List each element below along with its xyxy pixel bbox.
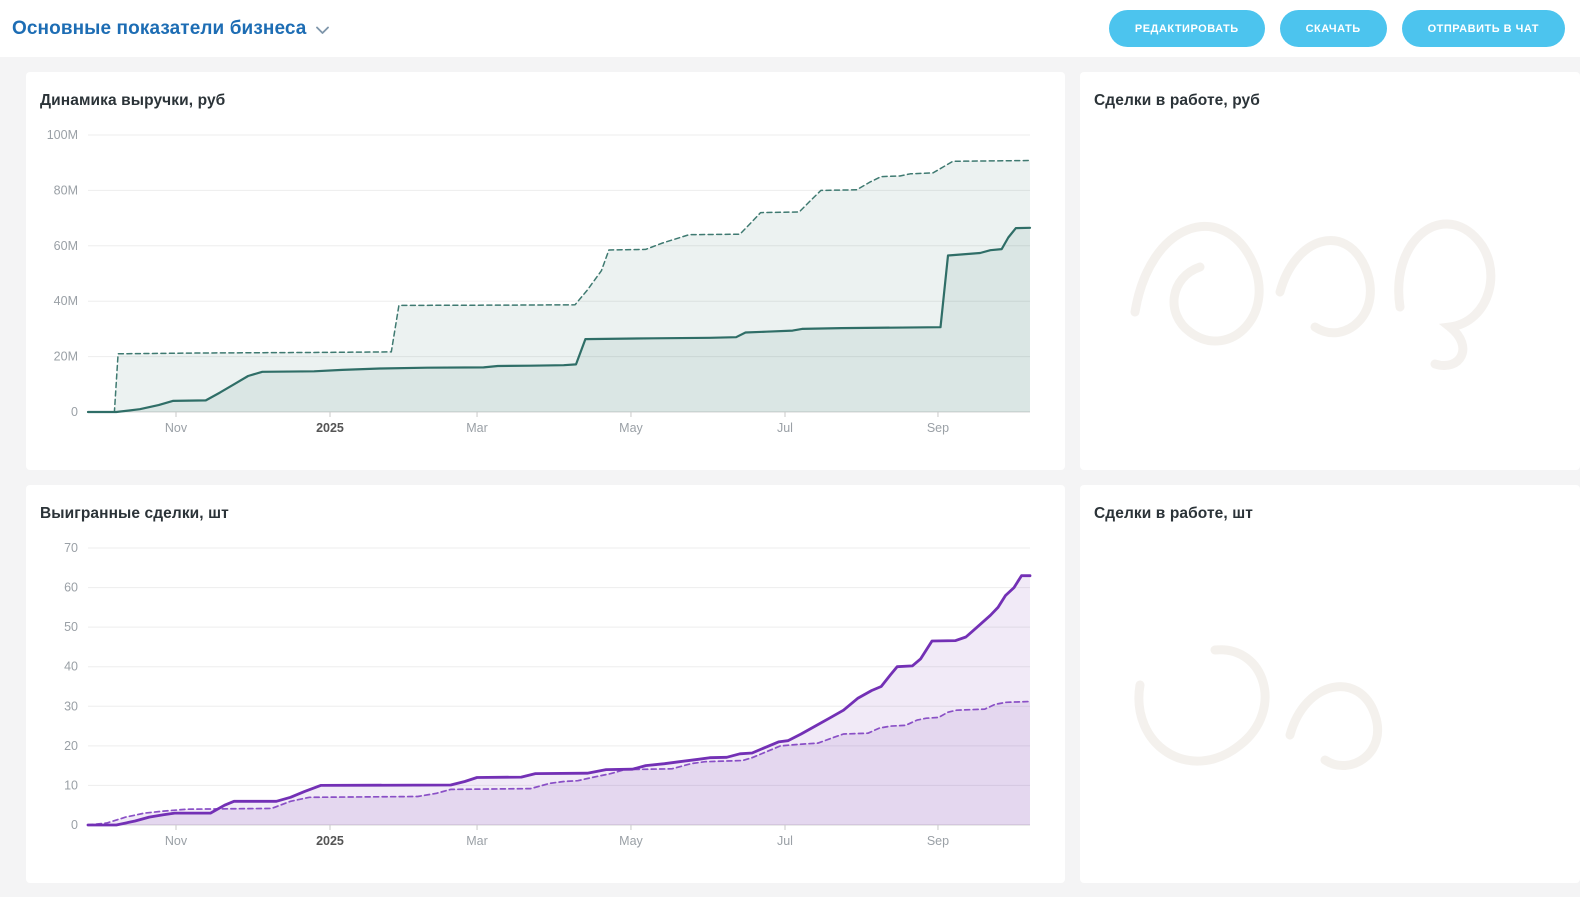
- svg-text:20M: 20M: [54, 350, 78, 364]
- panel-revenue-dynamics: Динамика выручки, руб 0 20M 40M 60M 80M 100M N…: [26, 72, 1065, 470]
- svg-text:Nov: Nov: [165, 834, 188, 848]
- svg-text:80M: 80M: [54, 183, 78, 197]
- panel-won-deals: Выигранные сделки, шт 0 10 20 30 40 50 60 70 Nov…: [26, 485, 1065, 883]
- svg-text:60: 60: [64, 581, 78, 595]
- svg-text:20: 20: [64, 739, 78, 753]
- dashboard-grid: Динамика выручки, руб 0 20M 40M 60M 80M 100M N…: [0, 57, 1580, 897]
- svg-text:40M: 40M: [54, 294, 78, 308]
- header-actions: РЕДАКТИРОВАТЬ СКАЧАТЬ ОТПРАВИТЬ В ЧАТ: [1108, 10, 1565, 47]
- download-button[interactable]: СКАЧАТЬ: [1279, 10, 1387, 47]
- won-deals-area-chart[interactable]: 0 10 20 30 40 50 60 70 Nov 2025 Mar May Jul Sep: [26, 485, 1065, 883]
- ghost-watermark: [1134, 645, 1382, 770]
- svg-text:May: May: [619, 421, 643, 435]
- svg-text:0: 0: [71, 405, 78, 419]
- svg-text:Sep: Sep: [927, 421, 949, 435]
- chevron-down-icon: [316, 26, 330, 34]
- svg-text:May: May: [619, 834, 643, 848]
- svg-text:10: 10: [64, 778, 78, 792]
- panel-title-deals-rub: Сделки в работе, руб: [1094, 92, 1260, 109]
- panel-title-deals-qty: Сделки в работе, шт: [1094, 505, 1253, 522]
- panel-title-revenue: Динамика выручки, руб: [40, 92, 226, 109]
- panel-deals-in-progress-rub: Сделки в работе, руб: [1080, 72, 1580, 470]
- svg-text:100M: 100M: [47, 128, 78, 142]
- page-title: Основные показатели бизнеса: [12, 17, 307, 39]
- page-title-dropdown[interactable]: Основные показатели бизнеса: [12, 17, 330, 40]
- svg-text:30: 30: [64, 699, 78, 713]
- svg-text:Jul: Jul: [777, 834, 793, 848]
- panel-deals-in-progress-qty: Сделки в работе, шт: [1080, 485, 1580, 883]
- send-to-chat-button[interactable]: ОТПРАВИТЬ В ЧАТ: [1401, 10, 1565, 47]
- svg-text:0: 0: [71, 818, 78, 832]
- svg-text:2025: 2025: [316, 421, 344, 435]
- svg-text:70: 70: [64, 541, 78, 555]
- svg-text:50: 50: [64, 620, 78, 634]
- svg-text:2025: 2025: [316, 834, 344, 848]
- revenue-area-chart[interactable]: 0 20M 40M 60M 80M 100M Nov 2025 Mar May Jul Sep: [26, 72, 1065, 470]
- svg-text:Mar: Mar: [466, 834, 488, 848]
- svg-text:Nov: Nov: [165, 421, 188, 435]
- ghost-watermark: [1130, 219, 1496, 370]
- svg-text:Jul: Jul: [777, 421, 793, 435]
- edit-button[interactable]: РЕДАКТИРОВАТЬ: [1108, 10, 1265, 47]
- svg-text:Mar: Mar: [466, 421, 488, 435]
- header: Основные показатели бизнеса РЕДАКТИРОВАТ…: [0, 0, 1580, 57]
- svg-text:Sep: Sep: [927, 834, 949, 848]
- svg-text:40: 40: [64, 660, 78, 674]
- svg-text:60M: 60M: [54, 239, 78, 253]
- panel-title-won-deals: Выигранные сделки, шт: [40, 505, 229, 522]
